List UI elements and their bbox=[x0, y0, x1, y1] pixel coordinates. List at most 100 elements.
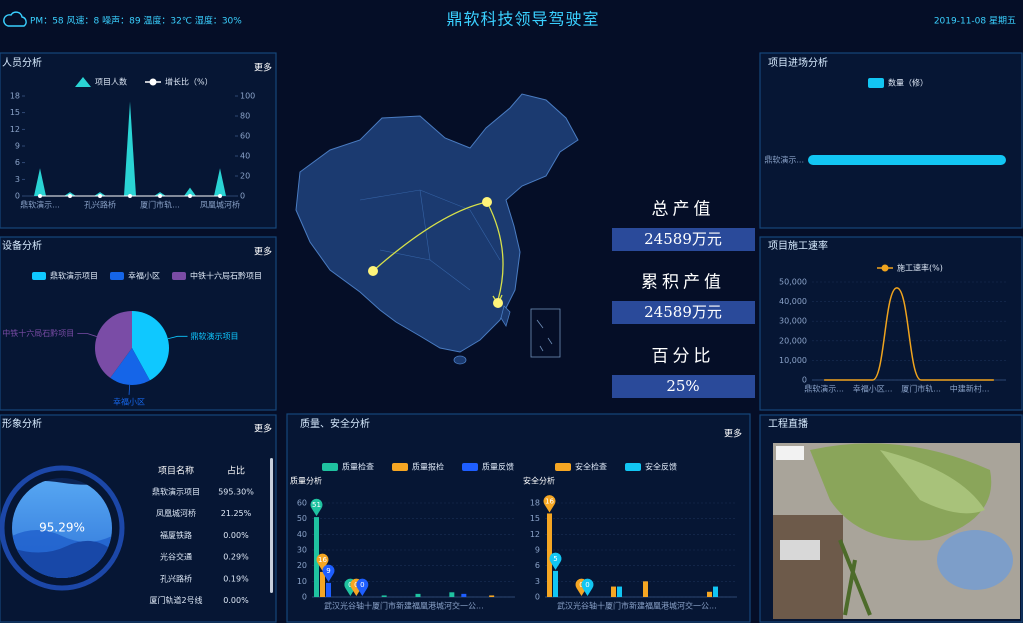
legend-marker bbox=[172, 272, 186, 280]
panel-title: 质量、安全分析 bbox=[300, 417, 370, 430]
value-label: 51 bbox=[312, 501, 321, 509]
y-tick-label: 10,000 bbox=[779, 356, 807, 365]
y-tick-label: 20 bbox=[297, 561, 307, 570]
status-bar: PM：58 风速：8 噪声：89 温度：32℃ 湿度：30% bbox=[30, 15, 242, 27]
y-tick-label: 3 bbox=[535, 577, 540, 586]
stat-box bbox=[612, 228, 755, 251]
bar bbox=[547, 513, 552, 597]
value-label: 16 bbox=[318, 556, 327, 564]
legend-label: 项目人数 bbox=[95, 77, 127, 87]
panel-title: 项目施工速率 bbox=[768, 239, 828, 252]
y-tick-label: 20,000 bbox=[779, 336, 807, 345]
bar bbox=[611, 586, 616, 597]
x-tick-label: 武汉光谷轴十厦门市新建福凰港城河交一公... bbox=[557, 601, 717, 611]
stat-box bbox=[612, 301, 755, 324]
stat-label: 总产值 bbox=[652, 200, 715, 220]
legend-label: 质量检查 bbox=[342, 462, 374, 472]
line-point bbox=[128, 194, 132, 198]
legend-marker bbox=[881, 264, 889, 272]
panel bbox=[0, 52, 277, 229]
y-tick-label: 18 bbox=[10, 92, 20, 101]
y-tick-label: 40 bbox=[240, 152, 250, 161]
more-button[interactable]: 更多 bbox=[724, 428, 742, 440]
y-tick-label: 0 bbox=[802, 376, 807, 385]
more-button[interactable]: 更多 bbox=[254, 62, 272, 74]
scrollbar[interactable] bbox=[270, 458, 273, 593]
table-cell: 0.00% bbox=[223, 531, 249, 540]
bar bbox=[713, 586, 718, 597]
line-point bbox=[218, 194, 222, 198]
y-tick-label: 60 bbox=[297, 499, 307, 508]
legend-label: 安全反馈 bbox=[645, 462, 677, 472]
gauge-clip bbox=[12, 480, 112, 578]
more-button[interactable]: 更多 bbox=[254, 423, 272, 435]
y-tick-label: 40,000 bbox=[779, 297, 807, 306]
x-tick-label: 武汉光谷轴十厦门市新建福凰港城河交一公... bbox=[324, 601, 484, 611]
spike bbox=[124, 101, 136, 196]
legend-marker bbox=[110, 272, 124, 280]
legend-label: 增长比（%） bbox=[165, 77, 213, 87]
value-label: 0 bbox=[360, 581, 364, 589]
bar bbox=[489, 595, 495, 597]
panel-title: 人员分析 bbox=[2, 56, 42, 69]
panel-title: 形象分析 bbox=[2, 417, 42, 430]
legend-label: 质量报检 bbox=[412, 462, 444, 472]
video-feed[interactable] bbox=[773, 443, 1020, 619]
y-tick-label: 12 bbox=[530, 530, 540, 539]
value-label: 9 bbox=[326, 567, 330, 575]
china-map bbox=[295, 93, 579, 365]
bar bbox=[326, 582, 331, 597]
y-tick-label: 20 bbox=[240, 172, 250, 181]
chart-subtitle: 安全分析 bbox=[523, 476, 555, 486]
more-button[interactable]: 更多 bbox=[254, 246, 272, 258]
value-label: 16 bbox=[545, 497, 554, 505]
table-cell: 21.25% bbox=[221, 509, 252, 518]
line-point bbox=[38, 194, 42, 198]
x-tick-label: 鼎软演示... bbox=[804, 384, 844, 394]
value-pin bbox=[322, 564, 335, 582]
legend-marker bbox=[868, 78, 884, 88]
panel bbox=[759, 236, 1023, 411]
x-tick-label: 凤凰城河桥 bbox=[200, 200, 240, 210]
legend-marker bbox=[322, 463, 338, 471]
table-cell: 鼎软演示项目 bbox=[152, 487, 200, 497]
y-tick-label: 15 bbox=[10, 108, 20, 117]
pie-slice bbox=[110, 348, 150, 385]
stat-value: 25% bbox=[666, 377, 699, 395]
legend-label: 质量反馈 bbox=[482, 462, 514, 472]
y-tick-label: 0 bbox=[15, 192, 20, 201]
table-cell: 凤凰城河桥 bbox=[156, 508, 196, 518]
x-tick-label: 厦门市轨... bbox=[140, 200, 180, 210]
value-label: 0 bbox=[585, 581, 589, 589]
pie-leader bbox=[167, 335, 188, 340]
bar bbox=[808, 155, 1006, 165]
spike bbox=[34, 168, 46, 196]
y-tick-label: 12 bbox=[10, 125, 20, 134]
x-tick-label: 孔兴路桥 bbox=[84, 200, 116, 210]
y-tick-label: 0 bbox=[535, 593, 540, 602]
value-label: 0 bbox=[354, 581, 358, 589]
pie-label: 中铁十六局石黔项目 bbox=[2, 328, 74, 338]
x-tick-label: 幸福小区... bbox=[853, 385, 893, 394]
line-point bbox=[68, 194, 72, 198]
panel-title: 设备分析 bbox=[2, 239, 42, 252]
legend-label: 幸福小区 bbox=[128, 272, 160, 281]
pie-leader bbox=[77, 333, 97, 337]
y-tick-label: 0 bbox=[240, 192, 245, 201]
y-tick-label: 鼎软演示... bbox=[764, 155, 804, 165]
table-cell: 厦门轨道2号线 bbox=[149, 595, 202, 605]
table-cell: 595.30% bbox=[218, 488, 254, 497]
gauge-ring bbox=[0, 465, 125, 591]
line-point bbox=[98, 194, 102, 198]
y-tick-label: 3 bbox=[15, 175, 20, 184]
legend-marker bbox=[625, 463, 641, 471]
pie-label: 鼎软演示项目 bbox=[191, 331, 239, 341]
legend-label: 数量（修） bbox=[888, 78, 928, 88]
bar bbox=[461, 593, 467, 597]
y-tick-label: 80 bbox=[240, 112, 250, 121]
chart-subtitle: 质量分析 bbox=[290, 476, 322, 486]
value-label: 0 bbox=[348, 581, 352, 589]
bar bbox=[314, 517, 319, 597]
stat-value: 24589万元 bbox=[644, 230, 722, 248]
y-tick-label: 50,000 bbox=[779, 278, 807, 287]
